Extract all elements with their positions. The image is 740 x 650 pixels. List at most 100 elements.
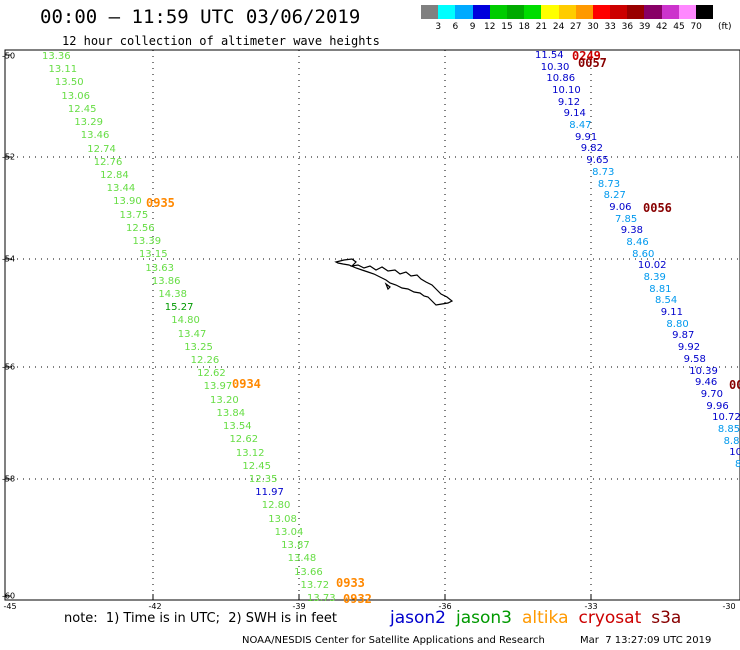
page-title: 00:00 – 11:59 UTC 03/06/2019 (40, 6, 361, 28)
color-scale-label: 33 (604, 22, 616, 32)
wave-height-value: 12.56 (126, 222, 155, 234)
color-scale-swatch (575, 5, 593, 19)
map-grid (5, 50, 740, 600)
wave-height-value: 8.85 (717, 423, 740, 435)
wave-height-value: 10.10 (552, 85, 581, 97)
color-scale-label: 24 (552, 22, 565, 32)
wave-height-value: 15.27 (164, 302, 194, 314)
wave-height-value: 7.85 (615, 213, 638, 225)
color-scale-swatch (678, 5, 696, 19)
wave-height-value: 10. (729, 447, 740, 459)
page-subtitle: 12 hour collection of altimeter wave hei… (62, 34, 380, 48)
lat-label: -56 (2, 362, 16, 372)
lat-label: -52 (2, 152, 16, 162)
lon-label: -30 (722, 602, 736, 611)
color-scale-swatch (661, 5, 679, 19)
map-frame (4, 49, 740, 601)
color-scale-label: 39 (638, 22, 651, 32)
color-scale-label: 42 (656, 22, 668, 32)
color-scale-label: 15 (501, 22, 513, 32)
wave-height-value: 13.84 (216, 407, 246, 419)
wave-height-value: 13.73 (307, 593, 336, 604)
wave-height-value: 13.48 (287, 553, 317, 565)
wave-height-value: 9.38 (620, 225, 643, 237)
wave-height-value: 13.06 (61, 90, 91, 102)
generated-timestamp: Mar 7 13:27:09 UTC 2019 (580, 635, 712, 646)
wave-height-value: 8.54 (655, 295, 678, 307)
wave-height-value: 13.50 (54, 77, 84, 89)
color-scale-swatch (421, 5, 439, 19)
color-scale-swatch (455, 5, 473, 19)
wave-height-value: 13.72 (300, 579, 330, 591)
wave-height-value: 10.39 (689, 365, 718, 377)
color-scale-label: 30 (587, 22, 599, 32)
wave-height-value: 8.83 (723, 435, 740, 447)
wave-height-value: 11.54 (535, 50, 564, 61)
lon-label: -39 (292, 602, 306, 611)
wave-height-value: 9.96 (706, 400, 729, 412)
color-scale-swatch (627, 5, 645, 19)
pass-time-label: 0934 (232, 377, 261, 391)
lon-label: -42 (148, 602, 162, 611)
pass-time-label: 0935 (146, 196, 175, 210)
wave-height-value: 13.97 (203, 381, 233, 393)
wave-height-value: 8.80 (666, 318, 689, 330)
pass-time-label: 00 (729, 378, 740, 392)
wave-height-value: 13.15 (138, 249, 168, 261)
pass-time-label: 0057 (578, 56, 607, 70)
wave-height-value: 13.39 (132, 236, 162, 248)
wave-height-value: 13.25 (184, 341, 213, 353)
color-scale-swatch (438, 5, 456, 19)
color-scale-label: 36 (621, 22, 634, 32)
legend-entry-jason3: jason3 (456, 608, 512, 628)
color-scale-unit: (ft) (718, 22, 732, 32)
wave-height-value: 14.80 (171, 315, 200, 327)
legend-entry-cryosat: cryosat (578, 608, 642, 628)
wave-height-value: 13.86 (151, 275, 181, 287)
wave-height-value: 13.66 (294, 566, 323, 578)
wave-height-value: 8.73 (597, 178, 621, 190)
note-text: note: 1) Time is in UTC; 2) SWH is in fe… (64, 611, 337, 626)
color-scale-label: 70 (690, 22, 702, 32)
wave-height-value: 8.81 (649, 283, 672, 295)
wave-height-value: 13.75 (119, 209, 149, 221)
wave-height-value: 12.45 (242, 460, 271, 472)
satellite-legend: jason2 jason3 altika cryosat s3a (390, 608, 681, 628)
wave-height-value: 13.47 (177, 328, 207, 340)
wave-height-value: 9.12 (557, 96, 581, 108)
color-scale-label: 12 (484, 22, 496, 32)
color-scale-swatch (541, 5, 559, 19)
wave-height-value: 8.46 (626, 236, 649, 248)
wave-height-value: 9.65 (586, 155, 609, 167)
wave-height-value: 8 (735, 459, 740, 470)
wave-height-value: 12.62 (197, 368, 226, 380)
color-scale-label: 21 (535, 22, 548, 32)
lon-label: -45 (3, 602, 17, 611)
legend-entry-jason2: jason2 (390, 608, 446, 628)
legend-entry-altika: altika (522, 608, 569, 628)
wave-height-value: 9.14 (563, 108, 586, 120)
lat-label: -60 (2, 591, 16, 601)
wave-height-value: 8.39 (643, 272, 666, 284)
wave-height-value: 8.73 (592, 166, 615, 178)
wave-height-value: 13.46 (80, 130, 110, 142)
credit-text: NOAA/NESDIS Center for Satellite Applica… (242, 635, 545, 646)
lon-label: -36 (438, 602, 452, 611)
wave-height-value: 9.92 (677, 342, 701, 354)
wave-height-value: 13.04 (274, 526, 304, 538)
wave-height-value: 13.29 (74, 117, 103, 129)
color-scale-swatch (610, 5, 628, 19)
color-scale-label: 27 (570, 22, 582, 32)
wave-height-value: 9.46 (695, 377, 718, 389)
pass-time-label: 0056 (643, 201, 672, 215)
wave-height-value: 9.06 (609, 201, 632, 213)
wave-height-value: 12.45 (67, 103, 97, 115)
color-scale-swatch (592, 5, 611, 19)
wave-height-value: 12.84 (100, 169, 129, 181)
wave-height-value: 8.47 (569, 120, 592, 132)
wave-height-value: 13.54 (222, 421, 252, 433)
color-scale-bar (421, 5, 714, 19)
wave-height-value: 9.58 (683, 353, 706, 365)
lat-label: -58 (2, 474, 16, 484)
wave-height-value: 14.38 (158, 288, 187, 300)
